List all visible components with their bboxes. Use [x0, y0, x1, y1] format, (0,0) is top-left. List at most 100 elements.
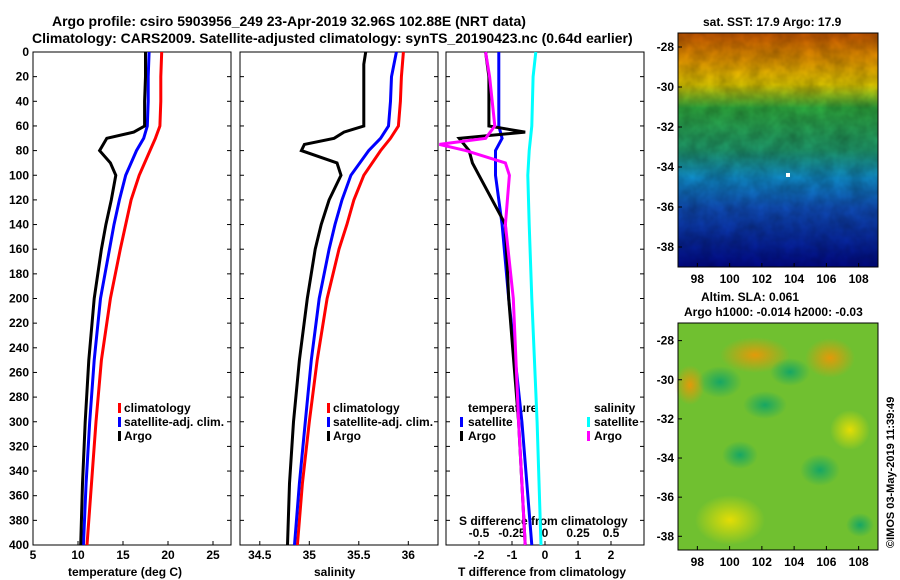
s-tick-label: 0.25	[566, 526, 590, 540]
x-tick-label: 15	[116, 548, 130, 562]
depth-tick-label: 260	[9, 365, 29, 379]
legend-t-satellite: satellite	[468, 415, 513, 429]
s-tick-label: 0	[542, 526, 549, 540]
legend-argo: Argo	[333, 429, 361, 443]
depth-tick-label: 380	[9, 513, 29, 527]
lon-tick-label: 104	[784, 272, 804, 286]
series-line-climatology	[295, 51, 405, 546]
depth-tick-label: 60	[16, 119, 30, 133]
depth-tick-label: 20	[16, 70, 30, 84]
sla-title-1: Altim. SLA: 0.061	[701, 290, 799, 304]
x-tick-label: 25	[206, 548, 220, 562]
sst-map-title: sat. SST: 17.9 Argo: 17.9	[703, 15, 842, 29]
difference-legend: temperature satellite Argo salinity sate…	[460, 401, 639, 443]
t-difference-xlabel: T difference from climatology	[458, 565, 626, 579]
x-tick-label: -1	[507, 548, 518, 562]
lon-tick-label: 98	[691, 555, 705, 569]
depth-tick-label: 200	[9, 292, 29, 306]
temperature-panel	[32, 51, 232, 546]
lon-tick-label: 104	[784, 555, 804, 569]
lat-tick-label: -28	[657, 334, 675, 348]
sla-map-axes: -28 -30 -32 -34 -36 -38 98 100 102 104 106 108	[657, 334, 869, 569]
temperature-xlabel: temperature (deg C)	[68, 565, 182, 579]
sst-map	[677, 32, 879, 268]
salinity-xlabel: salinity	[314, 565, 356, 579]
series-line-climatology	[85, 51, 164, 546]
depth-tick-label: 0	[22, 45, 29, 59]
depth-tick-label: 360	[9, 489, 29, 503]
s-difference-label: S difference from climatology	[459, 514, 628, 528]
lon-tick-label: 102	[752, 272, 772, 286]
x-tick-label: 20	[161, 548, 175, 562]
depth-tick-label: 400	[9, 538, 29, 552]
lon-tick-label: 108	[849, 272, 869, 286]
lat-tick-label: -32	[657, 120, 675, 134]
depth-tick-label: 80	[16, 144, 30, 158]
salinity-legend: climatology satellite-adj. clim. Argo	[327, 401, 433, 443]
series-line-argo	[286, 51, 368, 546]
depth-tick-label: 140	[9, 218, 29, 232]
legend-satellite: satellite-adj. clim.	[124, 415, 224, 429]
lat-tick-label: -34	[657, 451, 675, 465]
depth-tick-label: 120	[9, 193, 29, 207]
title-line-2: Climatology: CARS2009. Satellite-adjuste…	[32, 30, 633, 46]
salinity-panel	[239, 51, 439, 546]
depth-tick-label: 40	[16, 94, 30, 108]
lat-tick-label: -36	[657, 200, 675, 214]
series-line-satellite-adj-clim-	[293, 51, 398, 546]
lat-tick-label: -32	[657, 412, 675, 426]
legend-t-argo: Argo	[468, 429, 496, 443]
legend-temperature-title: temperature	[468, 401, 538, 415]
imos-stamp: ©IMOS 03-May-2019 11:39:49	[885, 397, 897, 548]
s-tick-label: 0.5	[603, 526, 620, 540]
lon-tick-label: 100	[720, 555, 740, 569]
argo-position-marker	[786, 173, 790, 177]
lon-tick-label: 106	[816, 555, 836, 569]
lat-tick-label: -30	[657, 80, 675, 94]
lat-tick-label: -30	[657, 373, 675, 387]
difference-panel	[445, 51, 645, 546]
sla-title-2: Argo h1000: -0.014 h2000: -0.03	[684, 305, 863, 319]
x-tick-label: 5	[30, 548, 37, 562]
legend-satellite: satellite-adj. clim.	[333, 415, 433, 429]
legend-s-satellite: satellite	[594, 415, 639, 429]
lon-tick-label: 100	[720, 272, 740, 286]
x-tick-label: 36	[402, 548, 416, 562]
lat-tick-label: -28	[657, 40, 675, 54]
lon-tick-label: 102	[752, 555, 772, 569]
lon-tick-label: 98	[691, 272, 705, 286]
lat-tick-label: -38	[657, 529, 675, 543]
legend-argo: Argo	[124, 429, 152, 443]
depth-tick-label: 180	[9, 267, 29, 281]
temperature-legend: climatology satellite-adj. clim. Argo	[118, 401, 224, 443]
x-tick-label: 1	[575, 548, 582, 562]
lat-tick-label: -34	[657, 160, 675, 174]
series-line-s-argo	[439, 51, 527, 546]
legend-s-argo: Argo	[594, 429, 622, 443]
x-tick-label: 35	[303, 548, 317, 562]
depth-tick-label: 160	[9, 242, 29, 256]
sla-map	[675, 322, 879, 551]
x-tick-label: -2	[474, 548, 485, 562]
x-tick-label: 0	[542, 548, 549, 562]
s-tick-label: -0.5	[469, 526, 490, 540]
depth-tick-label: 100	[9, 168, 29, 182]
depth-tick-label: 240	[9, 341, 29, 355]
depth-tick-label: 340	[9, 464, 29, 478]
lon-tick-label: 106	[816, 272, 836, 286]
depth-tick-label: 220	[9, 316, 29, 330]
legend-climatology: climatology	[124, 401, 191, 415]
series-line-argo	[79, 52, 147, 546]
sst-map-axes: -28 -30 -32 -34 -36 -38 98 100 102 104 106 108	[657, 40, 869, 286]
x-tick-label: 2	[608, 548, 615, 562]
x-tick-label: 34.5	[248, 548, 272, 562]
x-tick-label: 10	[71, 548, 85, 562]
lon-tick-label: 108	[849, 555, 869, 569]
lat-tick-label: -38	[657, 240, 675, 254]
title-line-1: Argo profile: csiro 5903956_249 23-Apr-2…	[52, 13, 526, 29]
s-tick-label: -0.25	[498, 526, 526, 540]
depth-tick-label: 300	[9, 415, 29, 429]
legend-climatology: climatology	[333, 401, 400, 415]
x-tick-label: 35.5	[347, 548, 371, 562]
